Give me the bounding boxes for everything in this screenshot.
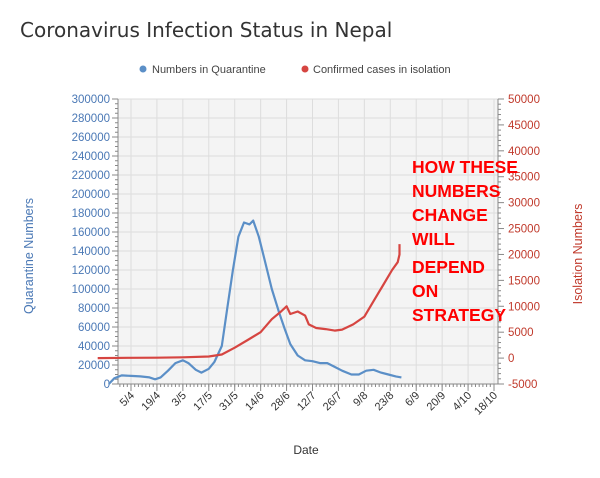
series-layer [97,219,402,385]
y-right-tick-label: 40000 [508,146,540,158]
y-right-tick-label: 50000 [508,94,540,106]
legend[interactable]: Numbers in Quarantine Confirmed cases in… [139,64,451,76]
y-left-tick-label: 160000 [72,227,110,239]
x-tick-label: 3/5 [170,390,189,409]
x-tick-label: 23/8 [373,390,397,414]
x-tick-label: 4/10 [451,390,475,414]
y-right-tick-label: -5000 [508,379,537,391]
x-tick-label: 14/6 [243,390,267,414]
annotation-line: HOW THESE [412,157,518,177]
y-left-tick-label: 220000 [72,170,110,182]
x-tick-label: 26/7 [321,390,345,414]
plot-area [118,99,498,384]
x-tick-label: 5/4 [118,390,137,409]
legend-label-isolation[interactable]: Confirmed cases in isolation [313,64,451,76]
grid [118,98,498,385]
annotation-line: WILL [412,229,455,249]
x-tick-label: 6/9 [403,390,422,409]
y-right-tick-label: 10000 [508,301,540,313]
y-right-tick-label: 30000 [508,198,540,210]
annotation-line: DEPEND [412,257,485,277]
y-left-tick-label: 260000 [72,132,110,144]
y-left-tick-label: 40000 [78,341,110,353]
y-right-tick-label: 5000 [508,327,534,339]
y-left-tick-label: 120000 [72,265,110,277]
y-left-tick-label: 100000 [72,284,110,296]
y-left-tick-label: 280000 [72,113,110,125]
chart-title: Coronavirus Infection Status in Nepal [20,18,393,42]
legend-marker-isolation [301,65,309,73]
y-right-tick-label: 20000 [508,249,540,261]
y-left-tick-label: 300000 [72,94,110,106]
y-left-tick-label: 80000 [78,303,110,315]
y-left-tick-label: 240000 [72,151,110,163]
annotation-line: ON [412,281,438,301]
series-line-isolation[interactable] [97,244,401,360]
x-tick-label: 18/10 [472,390,500,418]
series-line-quarantine[interactable] [108,219,402,385]
x-tick-label: 31/5 [217,390,241,414]
y-axis-left-title: Quarantine Numbers [22,198,36,314]
annotation-line: STRATEGY [412,305,506,325]
y-right-tick-label: 15000 [508,275,540,287]
strategy-annotation: HOW THESE NUMBERS CHANGE WILL DEPEND ON … [412,157,518,325]
y-right-tick-label: 45000 [508,120,540,132]
annotation-line: CHANGE [412,205,488,225]
y-left-tick-label: 0 [104,379,110,391]
y-left-tick-label: 180000 [72,208,110,220]
y-left-tick-label: 200000 [72,189,110,201]
y-left-tick-label: 20000 [78,360,110,372]
legend-marker-quarantine [139,65,147,73]
x-tick-label: 28/6 [269,390,293,414]
x-tick-label: 9/8 [351,390,370,409]
y-axis-right-title: Isolation Numbers [571,204,585,305]
y-left-tick-label: 140000 [72,246,110,258]
y-right-tick-label: 0 [508,353,514,365]
annotation-line: NUMBERS [412,181,500,201]
y-left-tick-label: 60000 [78,322,110,334]
x-tick-label: 17/5 [191,390,215,414]
y-right-tick-label: 35000 [508,172,540,184]
x-tick-label: 20/9 [425,390,449,414]
y-right-tick-label: 25000 [508,224,540,236]
x-tick-label: 19/4 [139,390,163,414]
legend-label-quarantine[interactable]: Numbers in Quarantine [152,64,266,76]
x-axis-title: Date [293,443,319,457]
x-tick-label: 12/7 [295,390,319,414]
